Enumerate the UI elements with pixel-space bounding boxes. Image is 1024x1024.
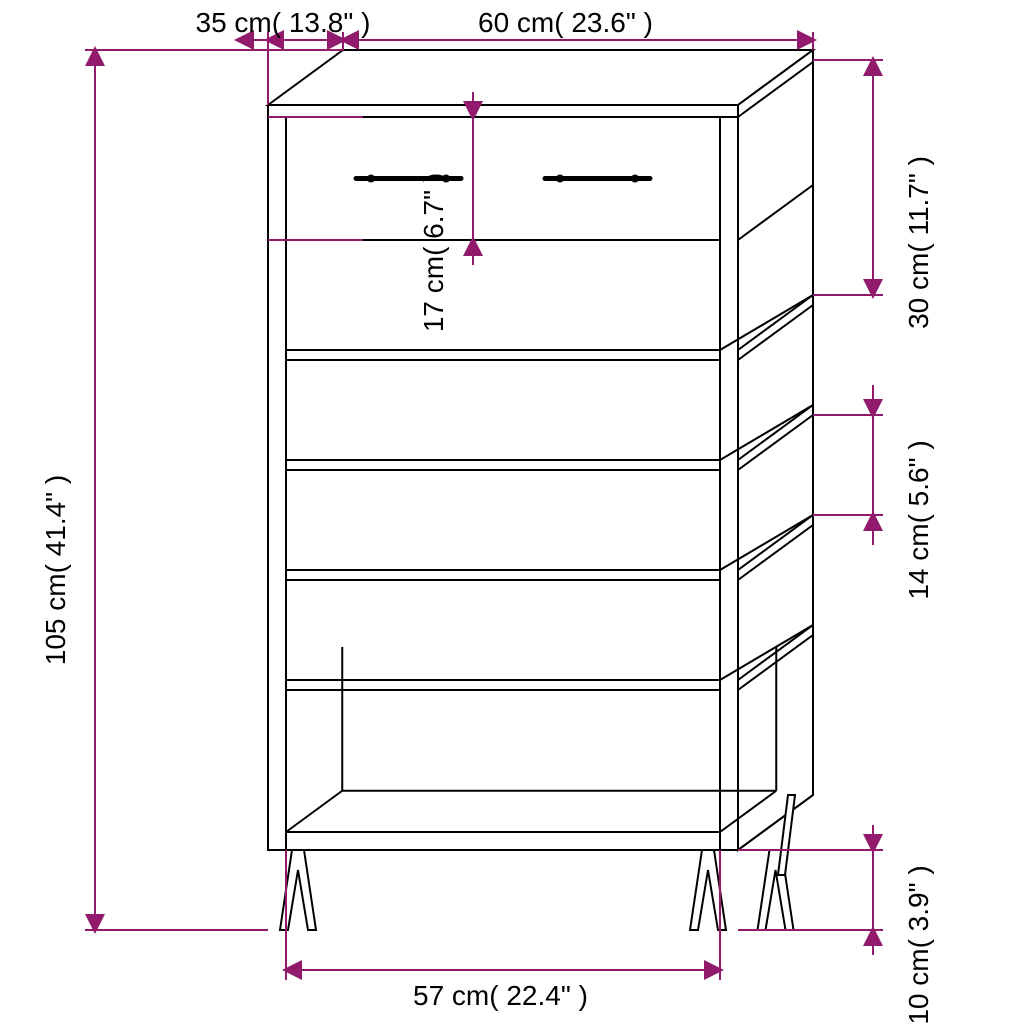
- dimension-label: 105 cm( 41.4" ): [40, 475, 71, 665]
- dimension-label: 35 cm( 13.8" ): [196, 7, 371, 38]
- dimension-label: 14 cm( 5.6" ): [903, 440, 934, 599]
- dimension-label: 17 cm( 6.7" ): [418, 173, 449, 332]
- dimension-label: 57 cm( 22.4" ): [413, 980, 588, 1011]
- furniture-dimension-diagram: 35 cm( 13.8" ) 60 cm( 23.6" ) 17 cm( 6.7" …: [0, 0, 1024, 1024]
- dimension-label: 10 cm( 3.9" ): [903, 865, 934, 1024]
- dimension-label: 30 cm( 11.7" ): [903, 156, 934, 329]
- dimension-label: 60 cm( 23.6" ): [478, 7, 653, 38]
